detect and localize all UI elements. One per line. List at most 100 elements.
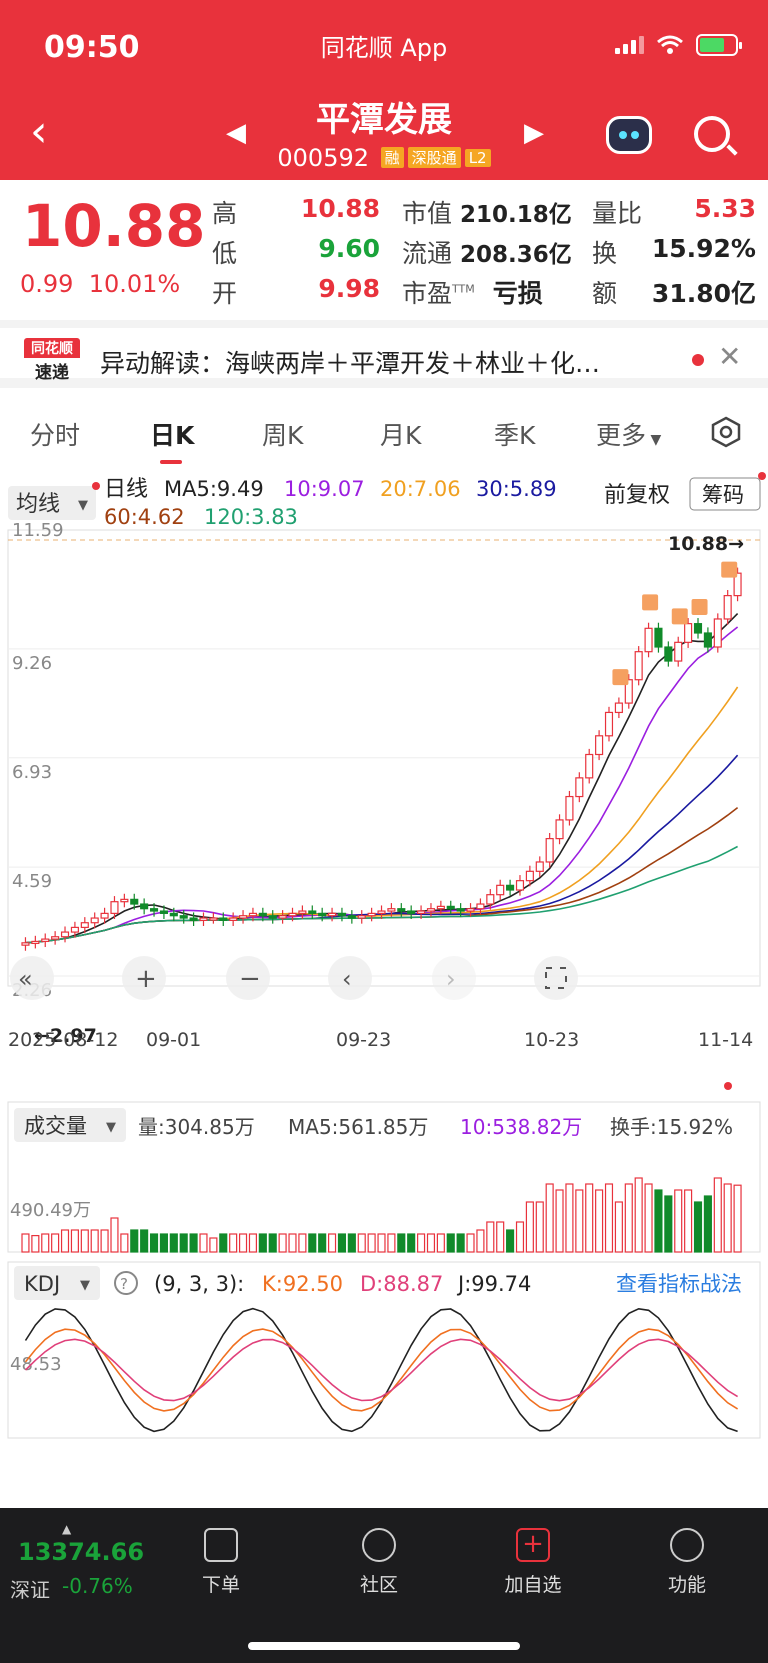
- index-name[interactable]: 深证: [10, 1578, 50, 1602]
- volume-bar: [486, 1221, 495, 1253]
- index-value[interactable]: 13374.66: [18, 1538, 145, 1566]
- nav-community[interactable]: 社区: [334, 1528, 424, 1597]
- high-row: 高: [212, 194, 237, 230]
- volume-bar: [100, 1229, 109, 1253]
- zoom-out-icon[interactable]: [226, 956, 270, 1000]
- pe-value: 亏损: [492, 279, 543, 308]
- kline-chart[interactable]: 均线 ▼ 日线 MA5:9.49 10:9.07 20:7.06 30:5.89…: [0, 466, 768, 1506]
- last-price: 10.88: [22, 192, 206, 260]
- battery-icon: [696, 34, 742, 56]
- back-button[interactable]: ‹: [30, 106, 48, 157]
- volume-bar: [535, 1201, 544, 1253]
- volume-bar: [367, 1233, 376, 1253]
- ma20-legend: 20:7.06: [380, 477, 461, 501]
- robot-assistant-icon[interactable]: [606, 116, 652, 154]
- candle: [496, 884, 505, 896]
- scroll-right-icon[interactable]: [432, 956, 476, 1000]
- volume-bar: [664, 1195, 673, 1253]
- candle: [337, 912, 347, 917]
- tab-more[interactable]: 更多 ▼: [596, 421, 662, 450]
- volume-bar: [436, 1233, 445, 1253]
- unread-dot: [692, 354, 704, 366]
- nav-functions[interactable]: 功能: [642, 1528, 732, 1597]
- zoom-in-icon[interactable]: [122, 956, 166, 1000]
- rewind-icon[interactable]: [10, 956, 54, 1000]
- ma-line: [25, 845, 738, 944]
- tab-daily-k[interactable]: 日K: [150, 421, 195, 450]
- volume-bar: [110, 1217, 119, 1253]
- adjust-mode[interactable]: 前复权: [604, 483, 670, 508]
- kdj-select-label[interactable]: KDJ: [24, 1272, 60, 1296]
- ma-select-label[interactable]: 均线: [16, 492, 60, 517]
- volume-bar: [229, 1233, 238, 1253]
- kdj-d: D:88.87: [360, 1272, 443, 1296]
- chart-area[interactable]: 均线 ▼ 日线 MA5:9.49 10:9.07 20:7.06 30:5.89…: [0, 466, 768, 1506]
- volume-bar: [357, 1233, 366, 1253]
- x-label-1: 09-01: [146, 1029, 201, 1051]
- x-label-0: 2025-08-12: [8, 1029, 118, 1051]
- news-alert-bar[interactable]: 同花顺 速递 异动解读：海峡两岸＋平潭开发＋林业＋化… ✕: [0, 320, 768, 388]
- kdj-select[interactable]: [14, 1266, 100, 1300]
- volume-select-label[interactable]: 成交量: [24, 1114, 87, 1138]
- volume-bar: [575, 1189, 584, 1253]
- candle: [644, 627, 653, 653]
- tab-intraday[interactable]: 分时: [30, 421, 81, 450]
- alert-text[interactable]: 异动解读：海峡两岸＋平潭开发＋林业＋化…: [100, 349, 601, 378]
- settings-hex-icon[interactable]: [710, 416, 742, 448]
- candle: [515, 880, 525, 891]
- mcap-value: 210.18亿: [459, 202, 572, 228]
- candle: [189, 917, 198, 921]
- y-axis-label: 9.26: [12, 653, 52, 674]
- volume-bar: [426, 1233, 436, 1253]
- candle: [545, 838, 554, 863]
- tab-quarterly-k[interactable]: 季K: [494, 421, 536, 450]
- prev-stock-button[interactable]: ◀: [226, 118, 246, 148]
- help-icon[interactable]: [114, 1271, 138, 1295]
- volume-ma10: 10:538.82万: [460, 1115, 582, 1139]
- ma-line: [25, 613, 739, 944]
- ma-select[interactable]: [8, 486, 96, 520]
- volume-bar: [159, 1233, 168, 1253]
- volume-bar: [70, 1229, 79, 1253]
- kdj-line: [24, 1338, 739, 1402]
- tab-monthly-k[interactable]: 月K: [380, 421, 422, 450]
- nav-order[interactable]: 下单: [176, 1528, 266, 1597]
- volume-bar: [555, 1189, 564, 1253]
- status-icons: [615, 34, 742, 56]
- candle: [357, 915, 366, 919]
- price-change: 0.99 10.01%: [20, 270, 180, 298]
- amt-value: 31.80亿: [651, 279, 756, 308]
- volume-bar: [318, 1233, 327, 1253]
- candle: [238, 915, 248, 919]
- chip-button-label[interactable]: 筹码: [702, 483, 744, 507]
- volume-bar: [496, 1221, 505, 1253]
- volume-bar: [733, 1184, 742, 1253]
- vr-value: 5.33: [694, 194, 756, 223]
- float-row: 流通 208.36亿: [402, 239, 572, 268]
- candle: [229, 917, 238, 921]
- search-icon[interactable]: [694, 116, 730, 152]
- volume-bar: [278, 1233, 287, 1253]
- vr-label: 量比: [592, 199, 643, 228]
- volume-select[interactable]: [14, 1108, 126, 1142]
- volume-bar: [199, 1233, 208, 1253]
- chip-button[interactable]: [689, 477, 761, 511]
- index-change[interactable]: -0.76%: [62, 1574, 133, 1598]
- svg-text:?: ?: [120, 1275, 128, 1293]
- signal-marker: [612, 669, 629, 686]
- tab-weekly-k[interactable]: 周K: [262, 421, 304, 450]
- volume-bar: [387, 1233, 396, 1253]
- candle: [585, 753, 594, 779]
- next-stock-button[interactable]: ▶: [524, 118, 544, 148]
- candle: [624, 679, 633, 704]
- volume-bar: [674, 1189, 683, 1253]
- indicator-strategy-link[interactable]: 查看指标战法: [616, 1272, 742, 1296]
- signal-icon: [615, 36, 644, 54]
- scroll-left-icon[interactable]: [328, 956, 372, 1000]
- high-price-marker: 10.88→: [668, 533, 744, 555]
- volume-bar: [723, 1183, 732, 1253]
- nav-add-watchlist[interactable]: + 加自选: [504, 1528, 562, 1596]
- close-icon[interactable]: ✕: [718, 340, 742, 373]
- candle: [308, 910, 317, 914]
- candle: [614, 702, 623, 714]
